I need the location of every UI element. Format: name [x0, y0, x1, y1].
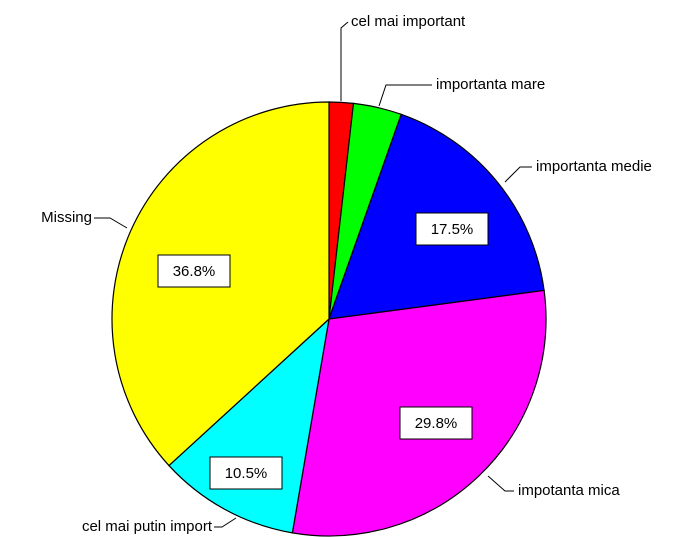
slice-label: importanta medie	[536, 158, 652, 175]
value-label: 17.5%	[431, 221, 474, 238]
leader-line	[487, 475, 514, 492]
leader-line	[340, 21, 349, 101]
slice-label: cel mai putin import	[82, 518, 213, 535]
leader-line	[214, 517, 237, 528]
value-label-box	[157, 254, 231, 288]
value-label: 29.8%	[415, 415, 458, 432]
leader-line	[378, 84, 432, 107]
pie-slice	[168, 317, 330, 534]
value-label-box	[415, 212, 489, 246]
slice-label: cel mai important	[351, 13, 466, 30]
slice-label: Missing	[41, 209, 92, 226]
value-label: 10.5%	[225, 465, 268, 482]
value-label-box	[399, 406, 473, 440]
leader-line	[504, 166, 532, 183]
slice-label: impotanta mica	[518, 482, 620, 499]
leader-line	[94, 217, 128, 229]
value-label-box	[209, 456, 283, 490]
slice-label: importanta mare	[436, 76, 545, 93]
value-label: 36.8%	[173, 263, 216, 280]
